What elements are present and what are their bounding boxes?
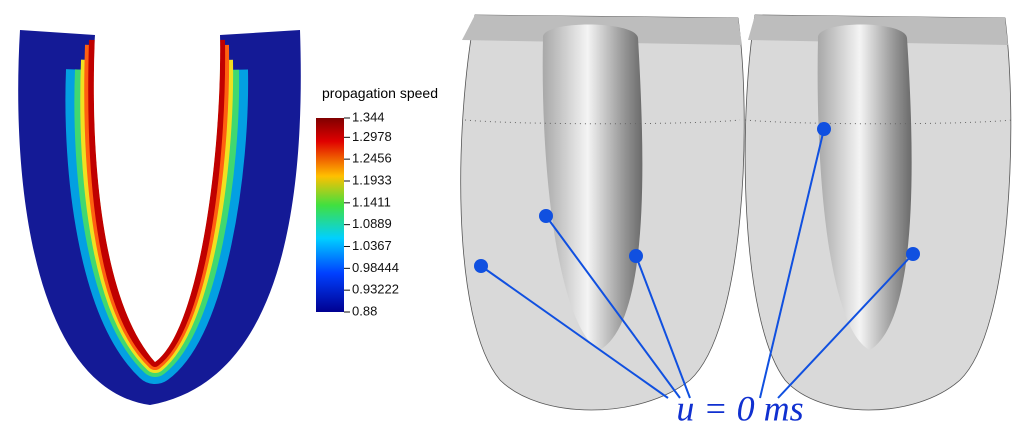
colorbar-tick-label: 1.0889 (352, 216, 392, 231)
page: propagation speed 1.344 1.2978 1.2456 1.193… (0, 0, 1019, 430)
colorbar-tick-label: 1.2978 (352, 129, 392, 144)
colorbar-ticks: 1.344 1.2978 1.2456 1.1933 1.1411 1.0889 1.036… (344, 109, 399, 318)
colorbar-tick-label: 1.344 (352, 109, 385, 124)
colorbar-tick-label: 0.93222 (352, 282, 399, 297)
annotation: u = 0 ms (676, 388, 803, 428)
colorbar-tick-label: 1.1933 (352, 172, 392, 187)
colorbar (316, 118, 344, 312)
figure: propagation speed 1.344 1.2978 1.2456 1.193… (0, 0, 1019, 430)
ventricle-2 (745, 15, 1012, 410)
colorbar-title: propagation speed (322, 85, 438, 101)
speed-map (18, 30, 301, 405)
colorbar-tick-label: 1.2456 (352, 151, 392, 166)
colorbar-tick-label: 1.1411 (352, 194, 391, 209)
colorbar-tick-label: 1.0367 (352, 238, 392, 253)
colorbar-tick-label: 0.98444 (352, 260, 399, 275)
colorbar-tick-label: 0.88 (352, 303, 377, 318)
